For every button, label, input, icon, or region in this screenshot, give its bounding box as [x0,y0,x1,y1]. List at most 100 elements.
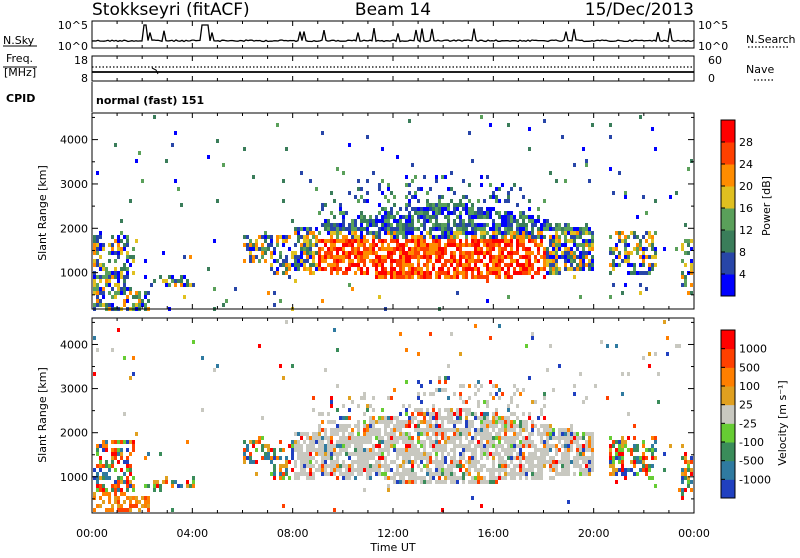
range-gate-cell [351,243,354,247]
range-gate-cell [690,480,693,484]
range-gate-cell [438,444,441,448]
range-gate-cell [126,484,129,488]
range-gate-cell [102,275,105,279]
range-gate-cell [306,460,309,464]
range-gate-cell [360,239,363,243]
range-gate-cell [399,247,402,251]
range-gate-cell [378,255,381,259]
range-gate-cell [270,239,273,243]
range-gate-cell [687,480,690,484]
range-gate-cell [354,247,357,251]
range-gate-cell [342,247,345,251]
range-gate-cell [393,203,396,207]
range-gate-cell [543,119,546,123]
range-gate-cell [534,255,537,259]
range-gate-cell [393,424,396,428]
range-gate-cell [429,235,432,239]
range-gate-cell [120,287,123,291]
range-gate-cell [654,255,657,259]
range-gate-cell [489,207,492,211]
range-gate-cell [432,428,435,432]
range-gate-cell [297,231,300,235]
range-gate-cell [360,231,363,235]
range-gate-cell [108,283,111,287]
range-gate-cell [492,259,495,263]
range-gate-cell [513,231,516,235]
range-gate-cell [474,448,477,452]
range-gate-cell [492,239,495,243]
range-gate-cell [462,408,465,412]
range-gate-cell [270,456,273,460]
range-gate-cell [348,243,351,247]
range-gate-cell [126,496,129,500]
range-gate-cell [333,428,336,432]
range-gate-cell [297,235,300,239]
range-gate-cell [129,440,132,444]
range-gate-cell [417,428,420,432]
range-gate-cell [399,223,402,227]
range-gate-cell [384,239,387,243]
range-gate-cell [141,504,144,508]
range-gate-cell [513,259,516,263]
range-gate-cell [315,448,318,452]
range-gate-cell [456,203,459,207]
range-gate-cell [129,376,132,380]
range-gate-cell [522,464,525,468]
range-gate-cell [525,267,528,271]
range-gate-cell [588,231,591,235]
range-gate-cell [375,468,378,472]
range-gate-cell [495,444,498,448]
range-gate-cell [450,448,453,452]
range-gate-cell [114,500,117,504]
range-gate-cell [384,267,387,271]
range-gate-cell [390,267,393,271]
range-gate-cell [342,416,345,420]
range-gate-cell [474,384,477,388]
range-gate-cell [513,420,516,424]
range-gate-cell [471,420,474,424]
range-gate-cell [645,255,648,259]
range-gate-cell [399,255,402,259]
range-gate-cell [132,440,135,444]
range-gate-cell [588,251,591,255]
range-gate-cell [465,243,468,247]
range-gate-cell [654,147,657,151]
range-gate-cell [570,448,573,452]
range-gate-cell [486,211,489,215]
range-gate-cell [480,231,483,235]
range-gate-cell [384,416,387,420]
range-gate-cell [570,444,573,448]
range-gate-cell [375,235,378,239]
range-gate-cell [558,223,561,227]
range-gate-cell [549,243,552,247]
range-gate-cell [477,472,480,476]
range-gate-cell [321,203,324,207]
range-gate-cell [447,239,450,243]
range-gate-cell [132,496,135,500]
range-gate-cell [426,263,429,267]
range-gate-cell [345,424,348,428]
range-gate-cell [546,440,549,444]
range-gate-cell [177,484,180,488]
range-gate-cell [528,247,531,251]
range-gate-cell [417,219,420,223]
range-gate-cell [411,444,414,448]
range-gate-cell [510,247,513,251]
cpid-label: CPID [6,92,35,105]
range-gate-cell [372,452,375,456]
colorbar-tick-label: 4 [739,268,746,281]
range-gate-cell [498,243,501,247]
range-gate-cell [447,428,450,432]
range-gate-cell [564,239,567,243]
range-gate-cell [249,251,252,255]
range-gate-cell [435,440,438,444]
range-gate-cell [357,404,360,408]
range-gate-cell [525,440,528,444]
range-gate-cell [312,448,315,452]
range-gate-cell [567,440,570,444]
range-gate-cell [438,460,441,464]
range-gate-cell [390,468,393,472]
range-gate-cell [477,388,480,392]
range-gate-cell [636,235,639,239]
range-gate-cell [507,255,510,259]
